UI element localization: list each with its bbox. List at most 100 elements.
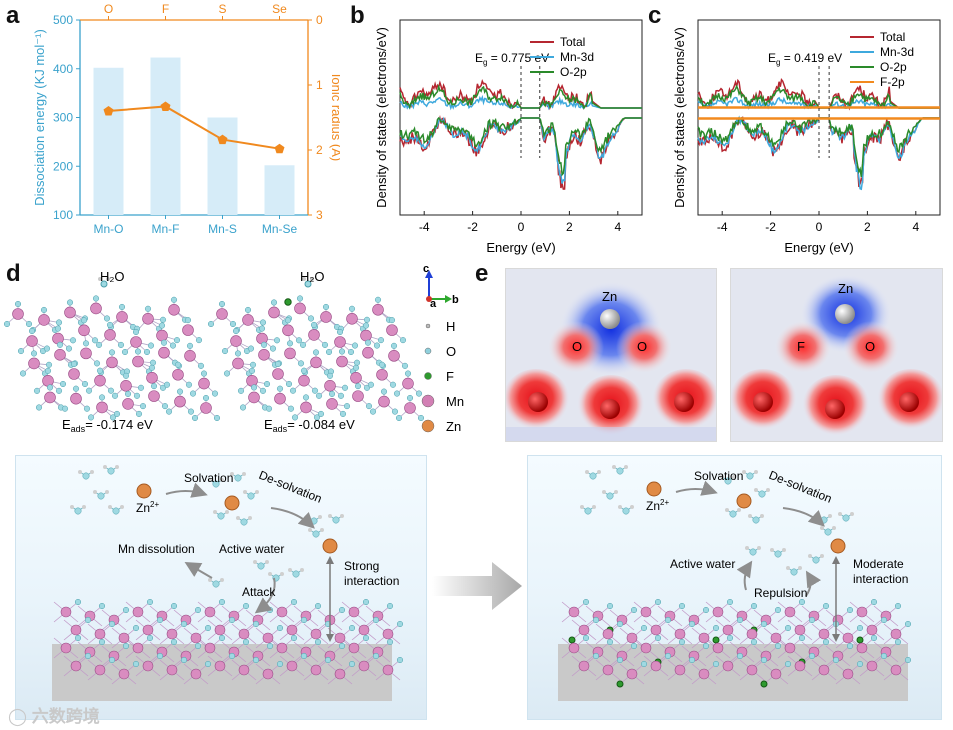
o-atom <box>736 652 744 660</box>
water-o <box>304 280 312 288</box>
o-atom <box>348 624 356 632</box>
a-y2tick-label: 0 <box>316 13 323 27</box>
water-o <box>240 518 248 526</box>
o-atom <box>135 410 143 417</box>
axis-triad: c a b <box>423 263 459 310</box>
mn-atom <box>54 349 66 361</box>
o-atom <box>239 404 247 411</box>
o-atom <box>296 295 304 302</box>
water-h <box>108 505 112 509</box>
water-h <box>828 514 832 518</box>
o-atom <box>276 624 284 632</box>
mn-atom <box>294 302 306 315</box>
a-y2tick-label: 2 <box>316 143 323 157</box>
o-atom <box>664 616 672 624</box>
water-h <box>115 465 119 469</box>
mn-atom <box>132 355 144 368</box>
o-atom <box>726 634 734 642</box>
water-h <box>308 528 312 532</box>
mn-atom <box>68 368 80 380</box>
mn-atom <box>230 335 242 347</box>
water-h <box>592 505 596 509</box>
o-atom <box>390 342 398 349</box>
mn-atom <box>214 660 226 672</box>
o-atom <box>223 370 231 377</box>
water-o <box>292 570 300 578</box>
o-atom <box>395 414 403 422</box>
mn-atom <box>784 642 796 654</box>
mn-atom <box>382 664 394 676</box>
o-atom <box>40 306 48 313</box>
mn-atom <box>388 350 400 362</box>
mn-atom <box>94 664 106 676</box>
o-atom <box>314 638 322 646</box>
o-atom <box>59 380 67 388</box>
o-atom <box>273 337 281 344</box>
o-atom <box>401 362 409 369</box>
water-h <box>268 572 272 576</box>
o-atom <box>664 652 672 660</box>
o-atom <box>108 349 116 356</box>
o-atom <box>218 300 226 308</box>
mn-atom <box>818 628 830 640</box>
mn-atom <box>94 374 106 387</box>
o-atom <box>195 337 203 344</box>
water-h <box>757 546 761 550</box>
mn-atom <box>320 311 332 323</box>
o-atom <box>72 385 80 392</box>
o-atom <box>678 638 686 646</box>
water-label-left: H₂O <box>100 269 125 284</box>
o-atom <box>169 342 177 349</box>
o-atom <box>678 602 686 610</box>
mn-atom <box>200 402 212 414</box>
water-o <box>332 516 340 524</box>
mn-atom <box>204 606 216 618</box>
mn-atom <box>122 398 134 410</box>
o-atom <box>353 359 361 366</box>
o-atom <box>406 394 414 402</box>
mn-atom <box>310 664 322 676</box>
o-atom <box>367 381 375 388</box>
o-atom <box>798 634 806 642</box>
o-atom <box>218 598 226 606</box>
lattice-right-f <box>561 598 912 688</box>
f-right-solvation: Solvation <box>694 469 743 483</box>
mn-atom <box>130 336 142 348</box>
o-atom <box>19 370 27 377</box>
o-atom <box>45 361 53 368</box>
a-toptick-label: S <box>218 2 226 16</box>
water-h <box>742 470 746 474</box>
o-atom <box>377 337 385 344</box>
mn-atom <box>248 391 260 404</box>
mn-atom <box>156 329 168 342</box>
water-h <box>602 490 606 494</box>
water-o <box>257 562 265 570</box>
o-atom <box>300 616 308 624</box>
a-xtick-label: Mn-F <box>152 222 180 236</box>
water-h <box>243 490 247 494</box>
mn-atom <box>698 632 710 644</box>
mn-atom <box>856 642 868 654</box>
o-atom <box>760 656 768 664</box>
a-xtick-label: Mn-S <box>208 222 237 236</box>
water-h <box>236 516 240 520</box>
mn-atom <box>78 324 90 337</box>
mn-atom <box>80 347 92 360</box>
water-h <box>614 490 618 494</box>
o-atom <box>84 616 92 624</box>
mn-atom <box>132 642 144 654</box>
water-h <box>220 578 224 582</box>
water-h <box>732 475 736 479</box>
o-atom <box>33 387 41 394</box>
o-atom <box>393 390 401 397</box>
legend-label-Total: Total <box>880 30 905 44</box>
mn-atom <box>568 642 580 654</box>
o-atom <box>163 381 171 388</box>
mn-atom <box>286 624 298 636</box>
mn-atom <box>70 392 82 405</box>
mn-atom <box>310 628 322 640</box>
o-atom <box>147 342 155 349</box>
o-atom <box>158 322 166 329</box>
legend-atom-label-Zn: Zn <box>446 419 461 434</box>
mn-atom <box>64 306 76 319</box>
